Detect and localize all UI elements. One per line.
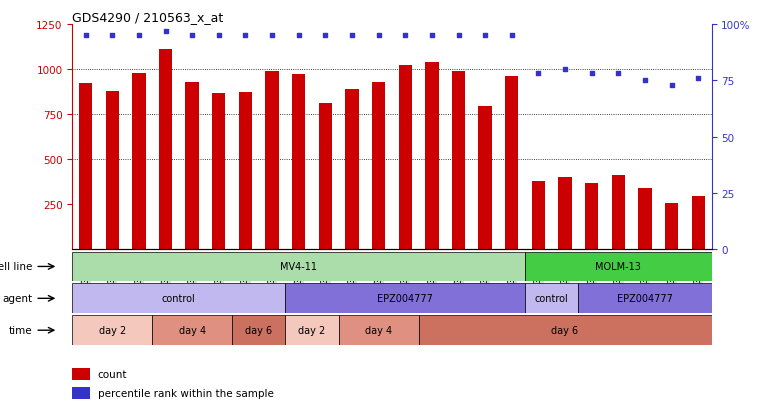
Bar [419,316,712,345]
Bar [612,175,625,250]
Text: control: control [162,294,196,304]
Bar [285,284,525,313]
Point [612,71,624,78]
Bar [285,316,339,345]
Bar [186,83,199,250]
Point [266,33,279,39]
Text: EPZ004777: EPZ004777 [617,294,673,304]
Bar [425,63,438,250]
Text: control: control [535,294,568,304]
Bar [232,316,285,345]
Text: day 6: day 6 [552,325,578,335]
Point [107,33,119,39]
Text: count: count [98,369,127,380]
Bar [79,84,92,250]
Bar [505,77,518,250]
Text: MOLM-13: MOLM-13 [595,262,642,272]
Bar [638,189,651,250]
Bar [72,316,152,345]
Bar [479,107,492,250]
Point [293,33,305,39]
Text: GDS4290 / 210563_x_at: GDS4290 / 210563_x_at [72,11,224,24]
Bar [159,50,172,250]
Bar [452,71,465,250]
Point [320,33,332,39]
Bar [212,94,225,250]
Text: percentile rank within the sample: percentile rank within the sample [98,388,274,398]
Bar [239,93,252,250]
Point [80,33,92,39]
Text: day 2: day 2 [99,325,126,335]
Bar [578,284,712,313]
Text: cell line: cell line [0,262,33,272]
Bar [106,91,119,250]
Text: EPZ004777: EPZ004777 [377,294,433,304]
Bar [319,104,332,250]
Bar [692,197,705,250]
Bar [532,181,545,250]
Text: MV4-11: MV4-11 [280,262,317,272]
Bar [525,252,712,282]
Bar [372,83,385,250]
Point [186,33,199,39]
Bar [72,387,90,399]
Text: agent: agent [2,294,33,304]
Bar [559,178,572,250]
Point [666,82,678,89]
Bar [72,252,525,282]
Point [479,33,492,39]
Bar [152,316,232,345]
Point [213,33,225,39]
Text: day 4: day 4 [179,325,205,335]
Bar [72,368,90,380]
Bar [585,183,598,250]
Point [453,33,465,39]
Point [693,76,705,82]
Text: day 6: day 6 [245,325,272,335]
Text: time: time [9,325,33,335]
Bar [345,90,358,250]
Bar [665,204,678,250]
Point [506,33,518,39]
Point [533,71,545,78]
Point [346,33,358,39]
Bar [132,74,145,250]
Bar [339,316,419,345]
Point [559,66,571,73]
Point [639,78,651,84]
Point [426,33,438,39]
Bar [399,66,412,250]
Point [133,33,145,39]
Point [160,28,172,35]
Bar [292,75,305,250]
Point [373,33,385,39]
Text: day 2: day 2 [298,325,326,335]
Text: day 4: day 4 [365,325,392,335]
Bar [266,71,279,250]
Bar [525,284,578,313]
Point [400,33,412,39]
Bar [72,284,285,313]
Point [240,33,252,39]
Point [586,71,598,78]
